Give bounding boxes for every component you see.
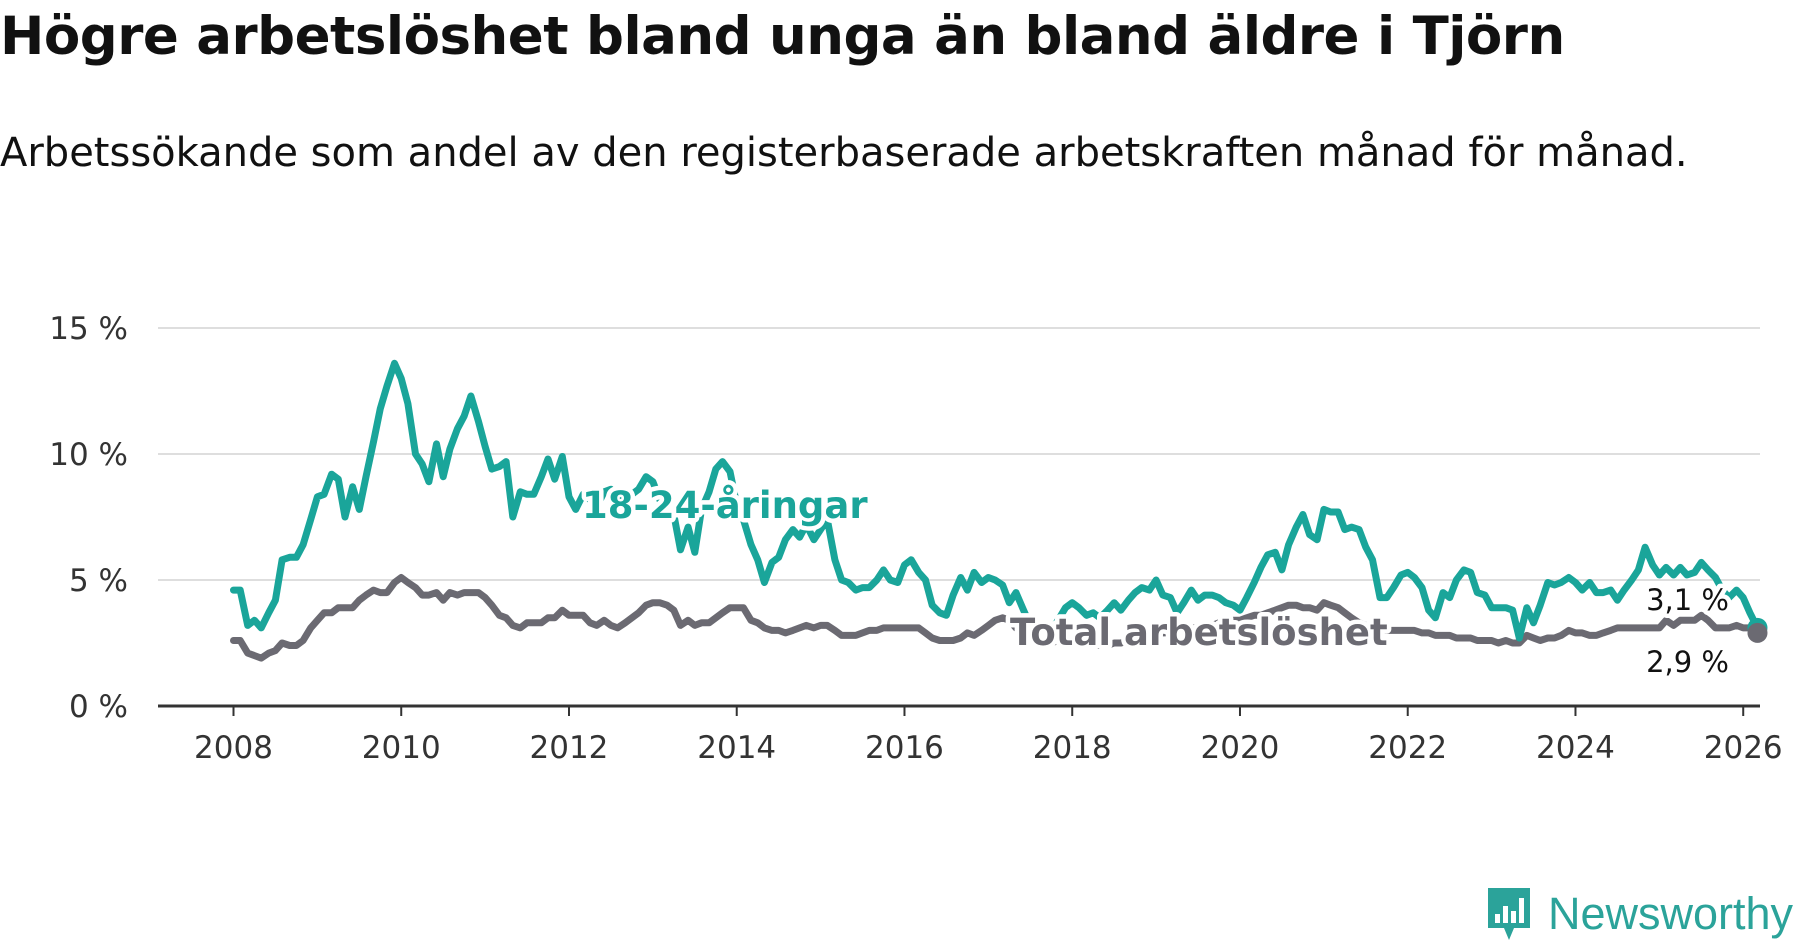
y-tick-label: 10 % bbox=[49, 437, 128, 473]
series-label-total-halo: Total arbetslöshet bbox=[1010, 611, 1388, 654]
x-tick-label: 2016 bbox=[865, 730, 944, 766]
x-tick-label: 2024 bbox=[1536, 730, 1615, 766]
chart-title: Högre arbetslöshet bland unga än bland ä… bbox=[0, 6, 1565, 67]
brand-name: Newsworthy bbox=[1548, 888, 1794, 939]
y-tick-label: 5 % bbox=[69, 563, 128, 599]
chart-subtitle: Arbetssökande som andel av den registerb… bbox=[0, 130, 1688, 176]
end-label-total-text: 2,9 % bbox=[1646, 645, 1729, 679]
brand-logo[interactable]: Newsworthy bbox=[1484, 884, 1793, 944]
x-tick-label: 2014 bbox=[697, 730, 776, 766]
x-tick-label: 2010 bbox=[362, 730, 441, 766]
end-label-total: 2,9 %2,9 % bbox=[1642, 641, 1734, 684]
x-tick-label: 2020 bbox=[1201, 730, 1280, 766]
series-label-youth-text: 18-24-åringar bbox=[582, 484, 868, 527]
x-tick-label: 2018 bbox=[1033, 730, 1112, 766]
axes: 0 % 5 % 10 % 15 % 2008 2010 2012 2014 2016 2018 20… bbox=[49, 311, 1782, 766]
y-tick-label: 15 % bbox=[49, 311, 128, 347]
bar-chart-speech-bubble-icon bbox=[1488, 888, 1530, 940]
series-lines bbox=[230, 359, 1768, 662]
x-tick-label: 2022 bbox=[1368, 730, 1447, 766]
series-label-total-text: Total arbetslöshet bbox=[1010, 611, 1388, 654]
end-point-total bbox=[1747, 622, 1768, 643]
end-label-youth: 3,1 %3,1 % bbox=[1642, 579, 1734, 622]
series-line-total bbox=[230, 574, 1761, 662]
x-tick-label: 2026 bbox=[1704, 730, 1783, 766]
y-tick-label: 0 % bbox=[69, 689, 128, 725]
series-label-youth-halo: 18-24-åringar bbox=[582, 484, 868, 527]
end-label-youth-halo: 3,1 % bbox=[1646, 583, 1729, 617]
x-tick-label: 2012 bbox=[530, 730, 609, 766]
end-label-youth-text: 3,1 % bbox=[1646, 583, 1729, 617]
end-label-total-halo: 2,9 % bbox=[1646, 645, 1729, 679]
series-line-youth bbox=[230, 359, 1761, 642]
x-tick-label: 2008 bbox=[194, 730, 273, 766]
